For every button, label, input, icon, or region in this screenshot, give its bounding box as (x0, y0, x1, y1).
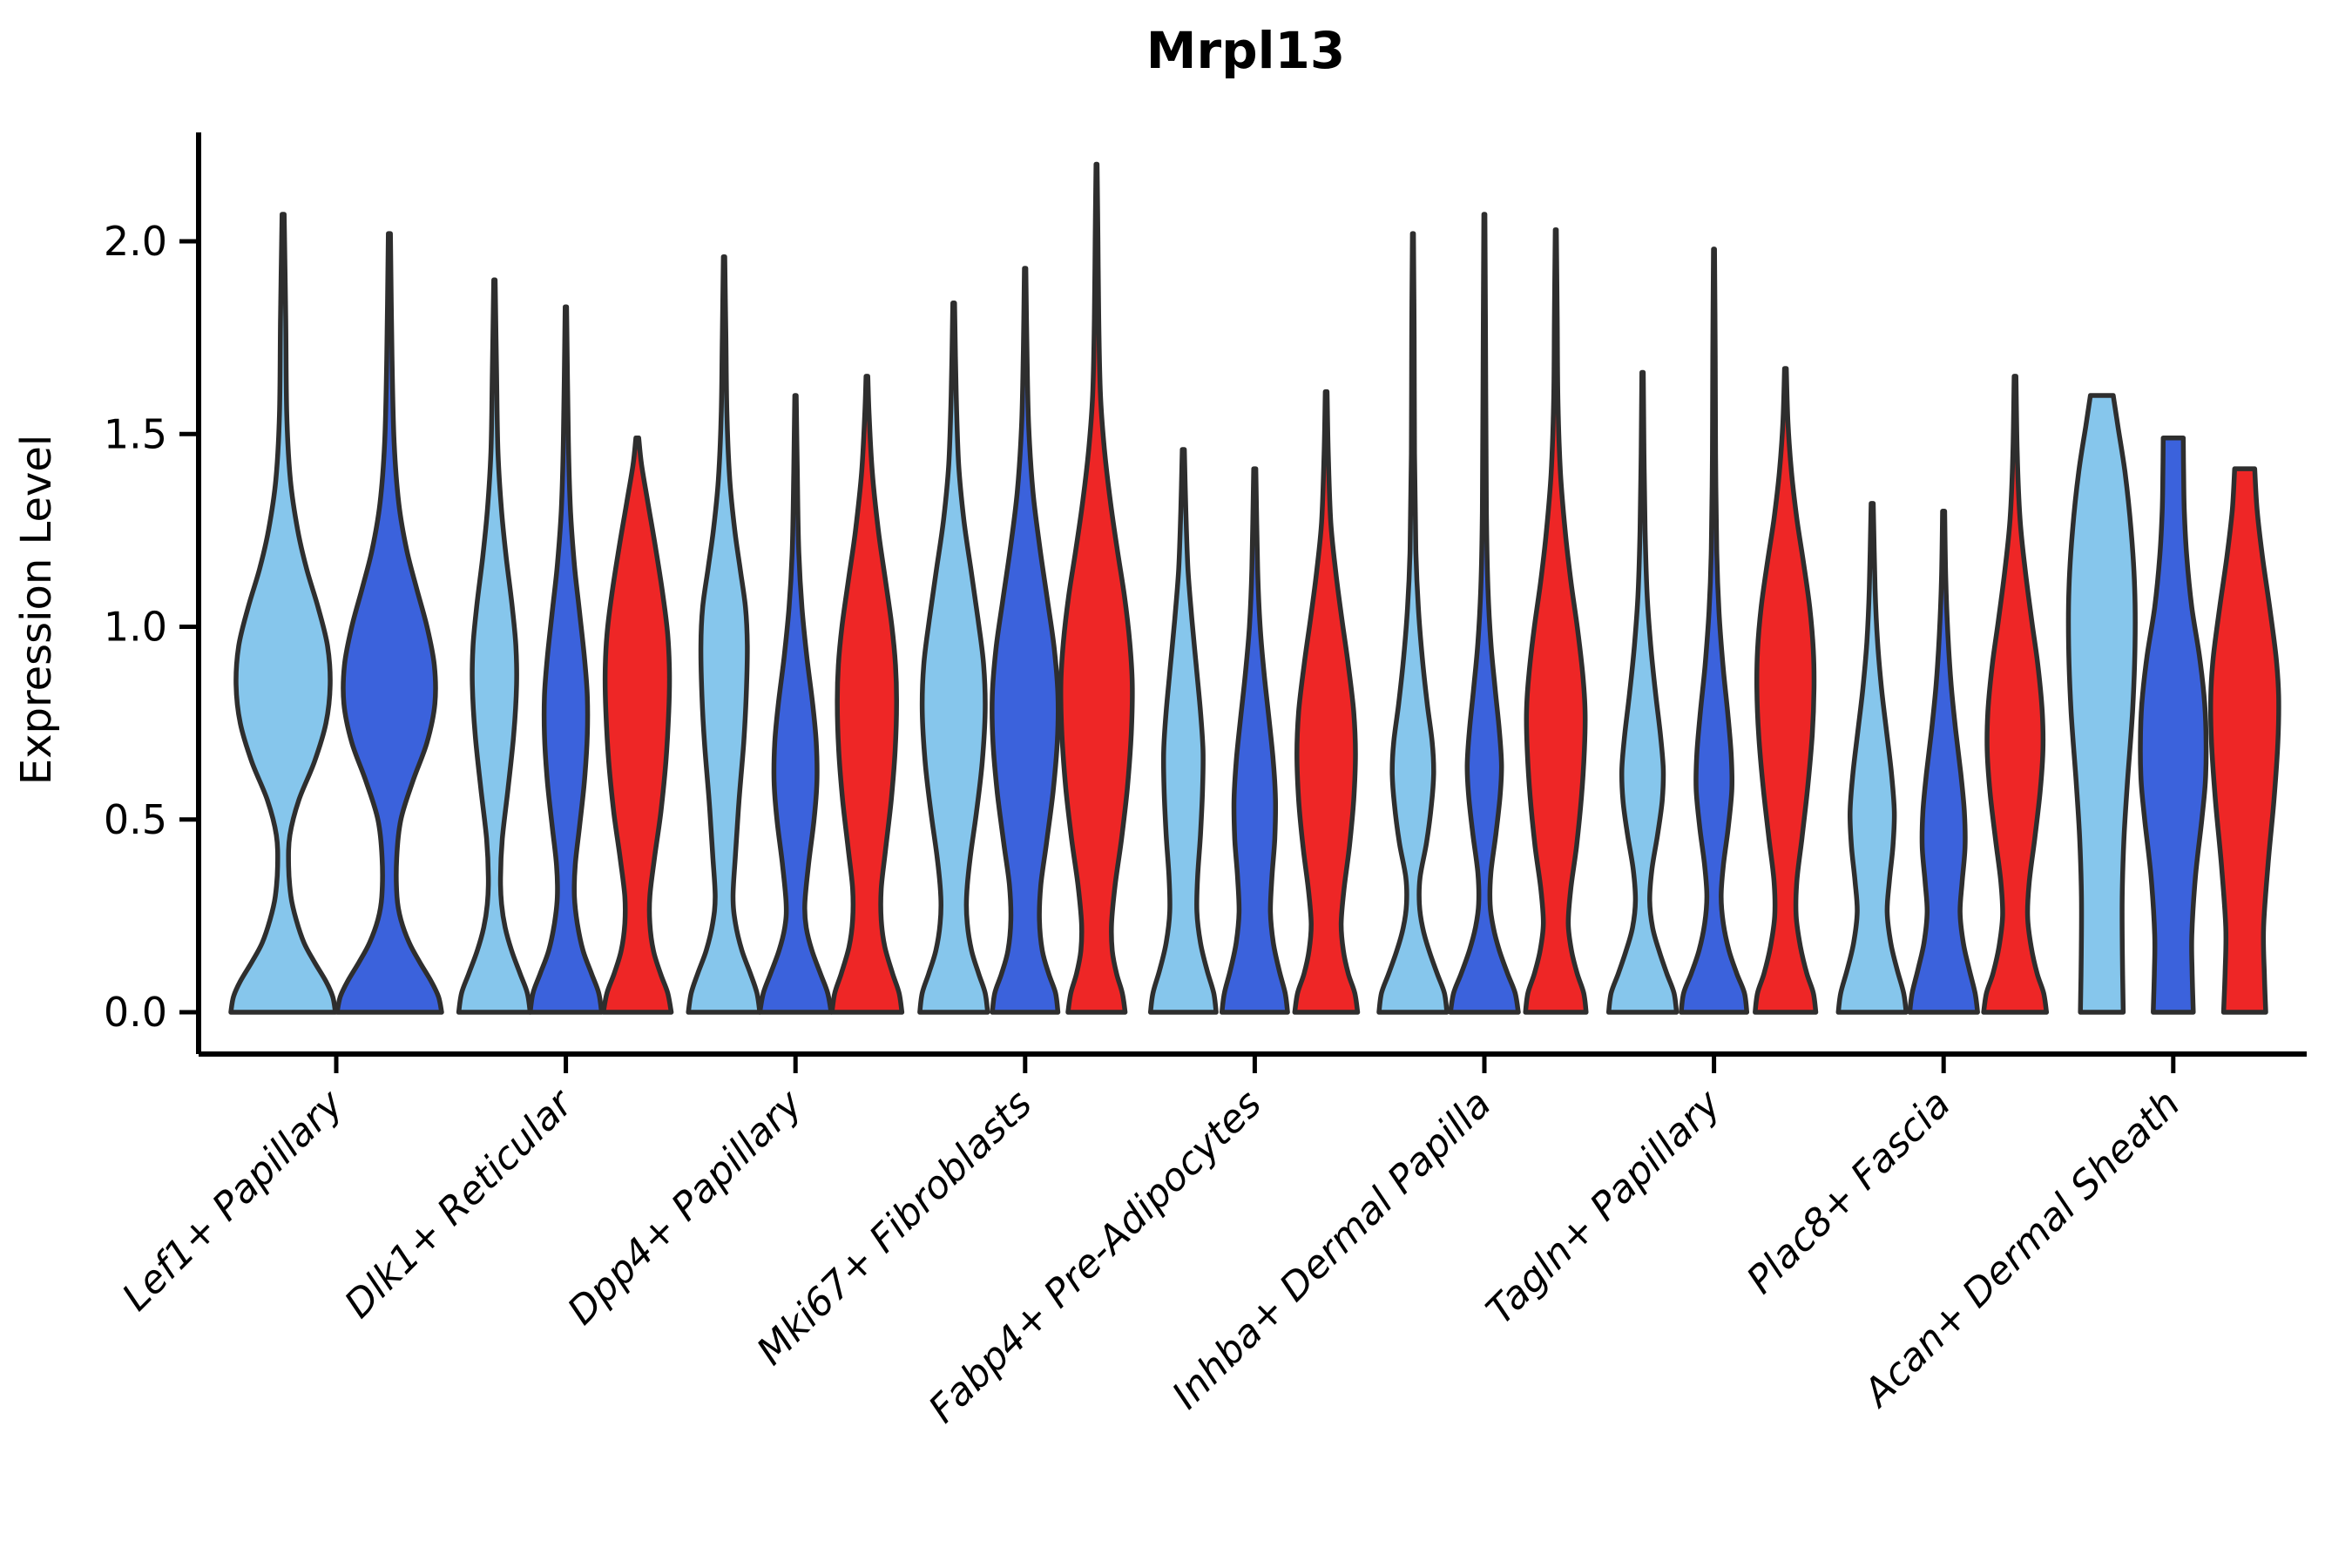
violin-lef1-papillary-dark-blue: Lef1+ Papillary (max 2.02) (335, 231, 444, 1015)
violin-fabp4-pre-adipocytes-red: Fabp4+ Pre-Adipocytes (max 1.61) (1292, 389, 1361, 1015)
violin-dpp4-papillary-red: Dpp4+ Papillary (max 1.65) (829, 374, 905, 1015)
violin-inhba-dermal-papilla-light-blue: Inhba+ Dermal Papilla (max 2.02) (1376, 231, 1450, 1015)
y-axis-ticks: 0.0 0.5 1.0 1.5 2.0 (104, 218, 199, 1036)
violin-dlk1-reticular-dark-blue: Dlk1+ Reticular (max 1.83) (527, 304, 605, 1015)
violin-plac8-fascia-red: Plac8+ Fascia (max 1.65) (1981, 374, 2050, 1015)
plot-title: Mrpl13 (1146, 21, 1345, 80)
y-tick-label: 1.0 (104, 604, 167, 651)
violin-tagln-papillary-red: Tagln+ Papillary (max 1.67) (1753, 366, 1819, 1015)
violin-plac8-fascia-light-blue: Plac8+ Fascia (max 1.32) (1835, 501, 1909, 1015)
violin-tagln-papillary-light-blue: Tagln+ Papillary (max 1.66) (1605, 369, 1680, 1015)
violin-tagln-papillary-dark-blue: Tagln+ Papillary (max 1.98) (1679, 247, 1750, 1015)
violin-plac8-fascia-dark-blue: Plac8+ Fascia (max 1.3) (1907, 509, 1980, 1015)
violin-dlk1-reticular-light-blue: Dlk1+ Reticular (max 1.9) (456, 277, 533, 1015)
violin-acan-dermal-sheath-light-blue: Acan+ Dermal Sheath (max 1.6) (2065, 393, 2138, 1015)
violin-dpp4-papillary-dark-blue: Dpp4+ Papillary (max 1.6) (757, 393, 834, 1015)
violin-group: Lef1+ Papillary (max 2.07)Lef1+ Papillar… (228, 161, 2281, 1015)
violin-dlk1-reticular-red: Dlk1+ Reticular (max 1.49) (600, 435, 674, 1015)
y-tick-label: 2.0 (104, 218, 167, 265)
y-tick-label: 1.5 (104, 410, 167, 457)
y-tick-label: 0.5 (104, 796, 167, 843)
y-axis-label: Expression Level (12, 435, 61, 786)
violin-inhba-dermal-papilla-red: Inhba+ Dermal Papilla (max 2.03) (1523, 226, 1589, 1015)
violin-fabp4-pre-adipocytes-dark-blue: Fabp4+ Pre-Adipocytes (max 1.41) (1219, 466, 1290, 1015)
violin-mki67-fibroblasts-dark-blue: Mki67+ Fibroblasts (max 1.93) (990, 266, 1061, 1015)
y-tick-label: 0.0 (104, 989, 167, 1036)
violin-mki67-fibroblasts-light-blue: Mki67+ Fibroblasts (max 1.84) (917, 301, 990, 1015)
violin-mki67-fibroblasts-red: Mki67+ Fibroblasts (max 2.2) (1058, 161, 1135, 1015)
violin-inhba-dermal-papilla-dark-blue: Inhba+ Dermal Papilla (max 2.07) (1448, 212, 1521, 1015)
violin-lef1-papillary-light-blue: Lef1+ Papillary (max 2.07) (228, 212, 338, 1015)
violin-acan-dermal-sheath-red: Acan+ Dermal Sheath (max 1.41) (2207, 466, 2281, 1015)
violin-acan-dermal-sheath-dark-blue: Acan+ Dermal Sheath (max 1.49) (2138, 435, 2209, 1015)
violin-fabp4-pre-adipocytes-light-blue: Fabp4+ Pre-Adipocytes (max 1.46) (1147, 447, 1219, 1015)
violin-dpp4-papillary-light-blue: Dpp4+ Papillary (max 1.96) (686, 253, 762, 1015)
